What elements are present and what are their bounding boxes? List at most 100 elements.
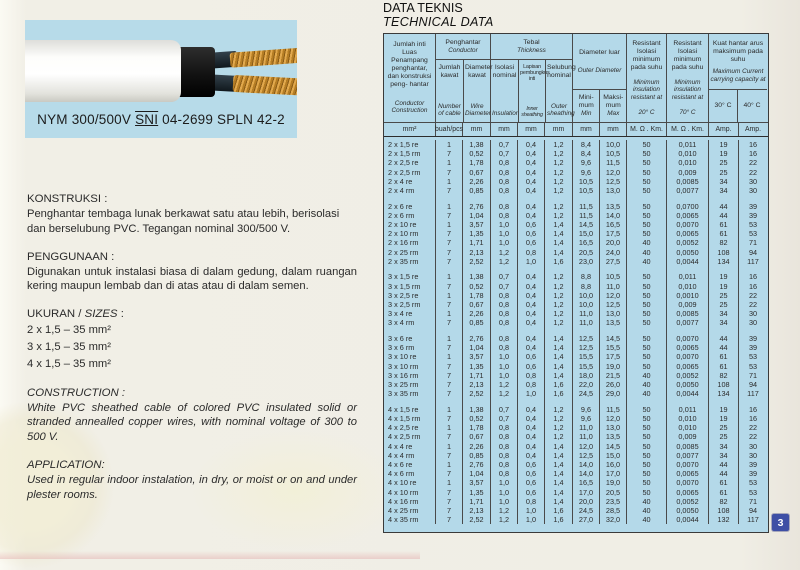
table-cell: 0,0065	[667, 469, 709, 479]
table-cell: 16	[748, 281, 758, 291]
table-cell: 4 x 10 rm	[384, 487, 436, 497]
table-row: 4 x 2,5 rm 7 0,67 0,8 0,4 1,2 11,0 13,5 50 0,009 2…	[384, 432, 768, 442]
table-row: 3 x 6 re 1 2,76 0,8 0,4 1,4 12,5 14,5 50 0,0070 44…	[384, 334, 768, 344]
table-cell: 3 x 35 rm	[384, 389, 436, 399]
table-cell: 1,2	[545, 167, 573, 177]
table-cell: 0,8	[491, 309, 518, 319]
table-cell: 50	[627, 281, 667, 291]
table-cell	[518, 398, 545, 405]
table-cell: 117	[747, 256, 759, 266]
table-row: 4 x 10 re 1 3,57 1,0 0,6 1,4 16,5 19,0 50 0,0070 6…	[384, 478, 768, 488]
table-cell: 0,4	[518, 290, 545, 300]
section-heading: KONSTRUKSI :	[27, 193, 108, 205]
label-en: Minimum insulation resistant at	[671, 78, 704, 102]
table-cell: 9,6	[573, 158, 600, 168]
label-id: Maksi- mum	[603, 94, 624, 110]
table-cell: 34	[709, 309, 739, 319]
table-cell: 14,0	[573, 460, 600, 470]
table-cell: 50	[627, 343, 667, 353]
table-cell: 2,76	[463, 460, 491, 470]
table-cell: 53	[748, 229, 758, 239]
table-cell: 7	[436, 389, 463, 399]
table-cell: 7	[436, 318, 463, 328]
table-cell: 1,4	[545, 238, 573, 248]
table-cell: 12,5	[600, 300, 627, 310]
table-row: 2 x 6 re 1 2,76 0,8 0,4 1,2 11,5 13,5 50 0,0700 44…	[384, 201, 768, 211]
table-cell: 2,52	[463, 389, 491, 399]
header-conductor-construction: Jumlah inti Luas Penampang penghantar, d…	[384, 34, 436, 122]
table-cell: 50	[627, 290, 667, 300]
table-cell: 7	[436, 343, 463, 353]
label-id: Isolasi nominal	[492, 64, 517, 80]
table-cell: 0,0700	[667, 201, 709, 211]
label-temp: 70° C	[679, 108, 696, 116]
table-cell: 11,0	[573, 309, 600, 319]
table-cell: 50	[627, 220, 667, 230]
table-row: 3 x 1,5 rm 7 0,52 0,7 0,4 1,2 8,8 11,0 50 0,010 19…	[384, 281, 768, 291]
table-row: 2 x 16 rm 7 1,71 1,0 0,6 1,4 16,5 20,0 40 0,0052 8…	[384, 238, 768, 248]
units-row: mm² buah/pcs mm mm mm mm mm mm M. Ω . Km. M. Ω . …	[384, 122, 768, 137]
table-cell: 30	[748, 441, 758, 451]
table-cell: 3 x 4 rm	[384, 318, 436, 328]
table-cell: 0,6	[518, 460, 545, 470]
table-row: 2 x 1,5 re 1 1,38 0,7 0,4 1,2 8,4 10,0 50 0,011 19…	[384, 140, 768, 150]
label-id: Resistant Isolasi minimum pada suhu	[630, 39, 663, 71]
table-cell: 19	[709, 272, 739, 282]
table-cell: 0,8	[491, 318, 518, 328]
table-cell: 134	[709, 389, 739, 399]
table-cell	[545, 327, 573, 335]
table-cell: 0,8	[491, 343, 518, 353]
table-cell: 2,26	[463, 176, 491, 186]
table-cell: 0,0085	[667, 309, 709, 319]
table-cell: 1,38	[463, 140, 491, 150]
section-penggunaan: PENGGUNAAN : Digunakan untuk instalasi b…	[27, 250, 357, 295]
table-cell	[491, 398, 518, 405]
table-cell	[709, 265, 739, 273]
table-cell: 3 x 4 re	[384, 309, 436, 319]
table-cell: 0,4	[518, 432, 545, 442]
table-cell: 9,6	[573, 414, 600, 424]
table-cell: 25	[709, 290, 739, 300]
table-cell: 1,4	[545, 496, 573, 506]
table-cell: 16,5	[573, 478, 600, 488]
table-cell: 1,2	[545, 281, 573, 291]
table-cell: 0,8	[491, 450, 518, 460]
table-cell: 39	[748, 210, 758, 220]
table-cell: 2,76	[463, 201, 491, 211]
table-cell: 1,4	[545, 343, 573, 353]
table-cell: 4 x 1,5 rm	[384, 414, 436, 424]
table-cell: 1,0	[491, 478, 518, 488]
table-cell: 7	[436, 361, 463, 371]
table-cell: 0,0065	[667, 343, 709, 353]
table-cell: 50	[627, 318, 667, 328]
table-cell: 32,0	[600, 515, 627, 525]
label-id: Selubung nominal	[547, 64, 576, 80]
table-cell: 17,5	[600, 229, 627, 239]
table-cell: 50	[627, 334, 667, 344]
cable-type-label: NYM 300/500V SNI 04-2699 SPLN 42-2	[25, 112, 297, 127]
table-cell: 4 x 2,5 re	[384, 423, 436, 433]
table-cell: 0,010	[667, 414, 709, 424]
table-cell: 34	[709, 441, 739, 451]
table-cell: 13,0	[600, 423, 627, 433]
table-cell: 4 x 2,5 rm	[384, 432, 436, 442]
unit-cell: mm	[600, 123, 627, 136]
table-cell: 0,0070	[667, 478, 709, 488]
table-cell: 9,6	[573, 167, 600, 177]
table-cell: 1,2	[545, 414, 573, 424]
table-cell: 24,5	[573, 389, 600, 399]
table-cell	[463, 327, 491, 335]
section-heading: PENGGUNAAN :	[27, 250, 115, 263]
table-cell: 1	[436, 272, 463, 282]
table-cell: 39	[748, 460, 758, 469]
label-id: Jumlah kawat	[438, 64, 461, 80]
table-cell: 82	[709, 370, 739, 380]
table-cell: 16,5	[573, 238, 600, 248]
table-cell: 0,4	[518, 158, 545, 168]
table-cell	[627, 265, 667, 273]
table-row: 3 x 10 rm 7 1,35 1,0 0,6 1,4 15,5 19,0 50 0,0065 6…	[384, 361, 768, 371]
table-cell: 24,5	[573, 505, 600, 516]
scan-edge-artifact	[0, 551, 420, 559]
table-cell: 7	[436, 256, 463, 266]
header-group-conductor: Penghantar Conductor Jumlah kawat Number…	[436, 34, 493, 122]
